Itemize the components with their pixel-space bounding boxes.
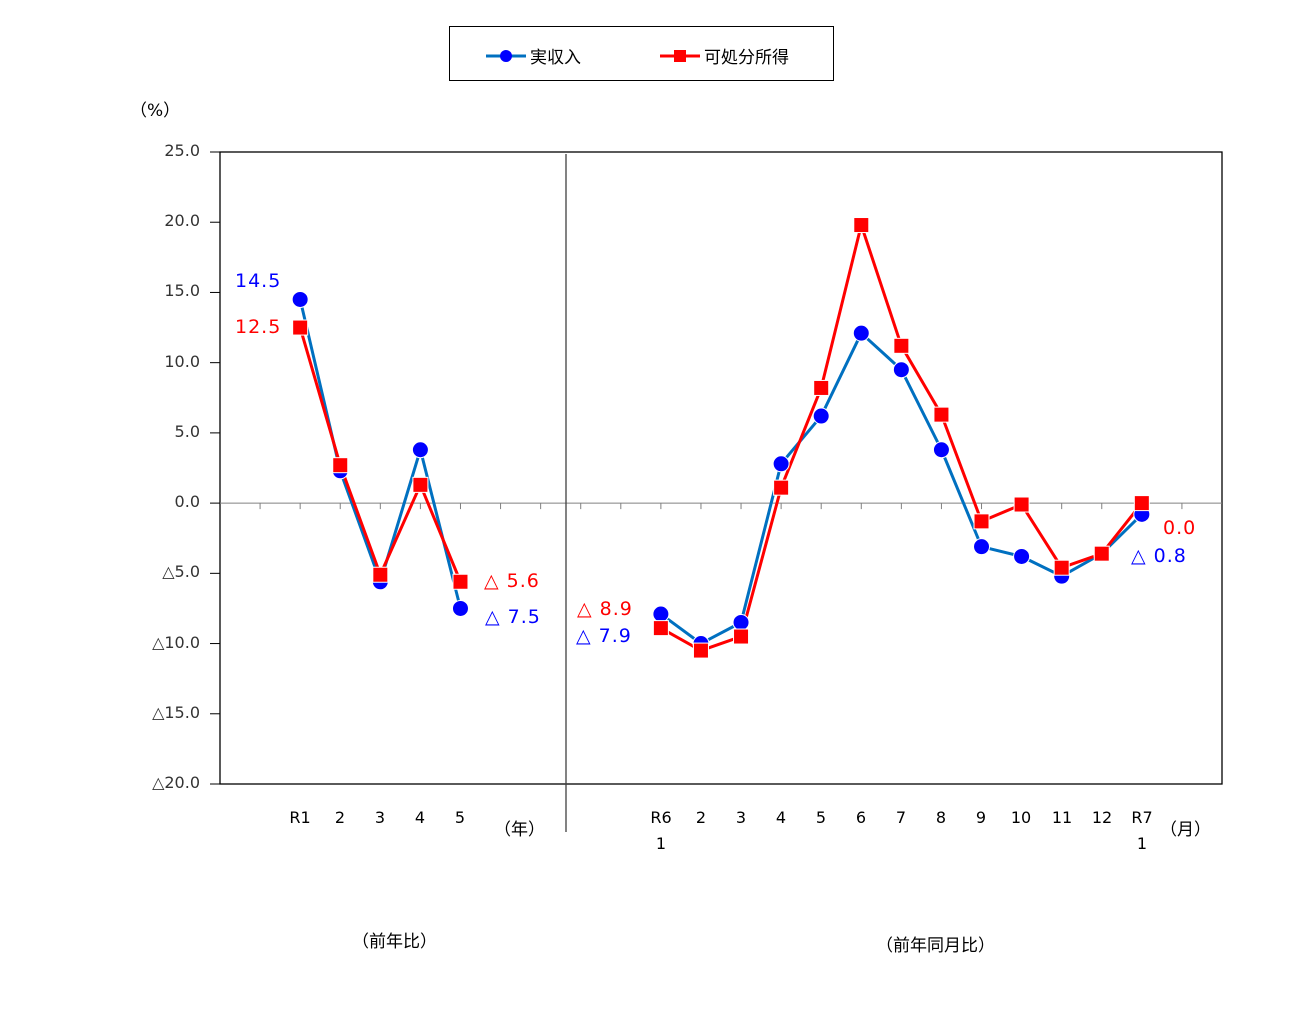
x-tick: 9 <box>975 808 987 827</box>
x-tick: R7 <box>1131 808 1153 827</box>
x-tick: 12 <box>1091 808 1113 827</box>
x-tick: 10 <box>1010 808 1032 827</box>
annual-caption: （前年比） <box>352 932 437 952</box>
x-tick: 11 <box>1051 808 1073 827</box>
x-subtick: 1 <box>655 834 667 853</box>
x-tick: 3 <box>735 808 747 827</box>
data-label-annual-s1-first: 14.5 <box>235 270 282 292</box>
y-axis-unit: （%） <box>130 101 181 121</box>
x-tick: 7 <box>895 808 907 827</box>
square-marker-icon <box>660 49 700 62</box>
y-tick: 10.0 <box>164 352 200 371</box>
chart-legend: 実収入 可処分所得 <box>449 26 834 81</box>
x-tick: 2 <box>695 808 707 827</box>
x-tick: 2 <box>334 808 346 827</box>
data-label-monthly-s1-first: △ 7.9 <box>576 625 632 647</box>
legend-item-jisshunyu: 実収入 <box>486 43 581 68</box>
y-tick: △10.0 <box>152 633 200 652</box>
data-label-monthly-s1-last: △ 0.8 <box>1131 545 1187 567</box>
legend-item-kashobunshotoku: 可処分所得 <box>660 43 789 68</box>
x-axis-unit-month: （月） <box>1160 820 1211 840</box>
data-label-annual-s2-last: △ 5.6 <box>484 570 540 592</box>
x-tick: 4 <box>414 808 426 827</box>
x-tick: 8 <box>935 808 947 827</box>
y-tick: 20.0 <box>164 211 200 230</box>
x-tick: 3 <box>374 808 386 827</box>
data-label-annual-s2-first: 12.5 <box>235 316 282 338</box>
x-axis-unit-year: （年） <box>494 820 545 840</box>
data-label-annual-s1-last: △ 7.5 <box>485 606 541 628</box>
legend-label-series1: 実収入 <box>530 48 581 68</box>
monthly-caption: （前年同月比） <box>876 936 995 956</box>
y-tick: 5.0 <box>174 422 200 441</box>
x-tick: 6 <box>855 808 867 827</box>
y-tick: 15.0 <box>164 281 200 300</box>
y-tick: △5.0 <box>162 562 200 581</box>
y-tick: 0.0 <box>174 492 200 511</box>
x-tick: R1 <box>289 808 311 827</box>
x-tick: 4 <box>775 808 787 827</box>
circle-marker-icon <box>486 49 526 62</box>
x-subtick: 1 <box>1136 834 1148 853</box>
y-tick: △20.0 <box>152 773 200 792</box>
data-label-monthly-s2-last: 0.0 <box>1163 517 1197 539</box>
data-label-monthly-s2-first: △ 8.9 <box>577 598 633 620</box>
y-tick: 25.0 <box>164 141 200 160</box>
legend-label-series2: 可処分所得 <box>704 48 789 68</box>
plot-area <box>210 151 1223 832</box>
y-tick: △15.0 <box>152 703 200 722</box>
x-tick: 5 <box>454 808 466 827</box>
x-tick: R6 <box>650 808 672 827</box>
x-tick: 5 <box>815 808 827 827</box>
series-layer <box>291 217 1151 659</box>
